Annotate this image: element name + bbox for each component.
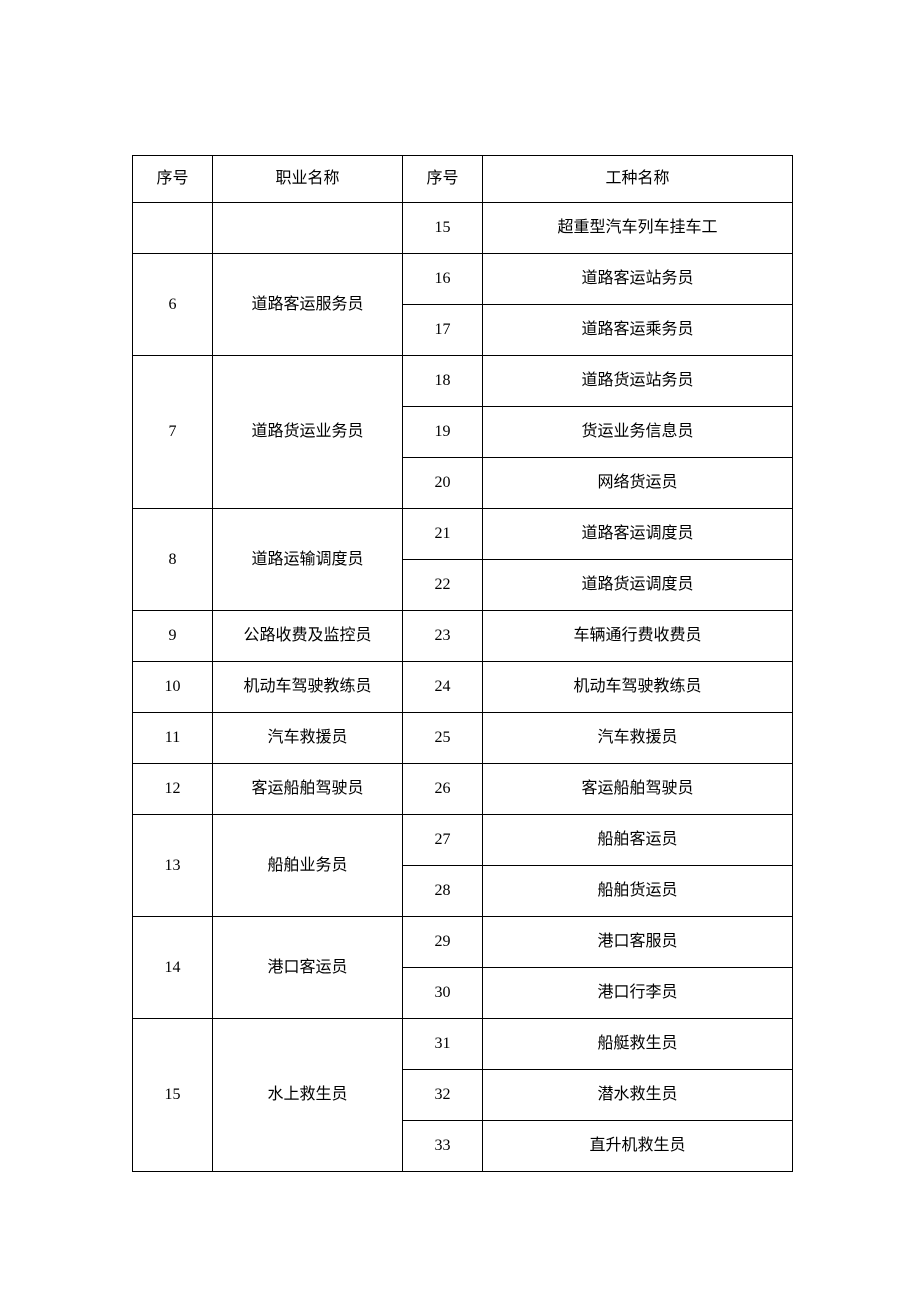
table-header: 序号 职业名称 序号 工种名称 xyxy=(133,156,793,203)
cell-left-name: 道路运输调度员 xyxy=(213,509,403,611)
cell-left-name: 客运船舶驾驶员 xyxy=(213,764,403,815)
cell-left-no: 7 xyxy=(133,356,213,509)
cell-left-no: 8 xyxy=(133,509,213,611)
cell-right-no: 22 xyxy=(403,560,483,611)
cell-right-name: 网络货运员 xyxy=(483,458,793,509)
table-row: 12客运船舶驾驶员26客运船舶驾驶员 xyxy=(133,764,793,815)
cell-left-name: 机动车驾驶教练员 xyxy=(213,662,403,713)
cell-left-no: 6 xyxy=(133,254,213,356)
cell-left-no: 10 xyxy=(133,662,213,713)
cell-right-no: 31 xyxy=(403,1019,483,1070)
cell-right-no: 16 xyxy=(403,254,483,305)
cell-right-no: 23 xyxy=(403,611,483,662)
cell-left-no: 12 xyxy=(133,764,213,815)
occupation-table: 序号 职业名称 序号 工种名称 15超重型汽车列车挂车工6道路客运服务员16道路… xyxy=(132,155,793,1172)
cell-left-no: 11 xyxy=(133,713,213,764)
col-header-right-no: 序号 xyxy=(403,156,483,203)
cell-right-name: 超重型汽车列车挂车工 xyxy=(483,203,793,254)
table-row: 10机动车驾驶教练员24机动车驾驶教练员 xyxy=(133,662,793,713)
cell-right-no: 26 xyxy=(403,764,483,815)
col-header-right-name: 工种名称 xyxy=(483,156,793,203)
cell-right-no: 27 xyxy=(403,815,483,866)
cell-left-no: 9 xyxy=(133,611,213,662)
cell-right-no: 24 xyxy=(403,662,483,713)
cell-right-no: 17 xyxy=(403,305,483,356)
cell-right-name: 船舶货运员 xyxy=(483,866,793,917)
table-header-row: 序号 职业名称 序号 工种名称 xyxy=(133,156,793,203)
cell-right-name: 船艇救生员 xyxy=(483,1019,793,1070)
cell-right-no: 19 xyxy=(403,407,483,458)
cell-left-name: 港口客运员 xyxy=(213,917,403,1019)
table-row: 13船舶业务员27船舶客运员 xyxy=(133,815,793,866)
table-row: 15超重型汽车列车挂车工 xyxy=(133,203,793,254)
cell-right-no: 21 xyxy=(403,509,483,560)
cell-left-name xyxy=(213,203,403,254)
cell-left-name: 船舶业务员 xyxy=(213,815,403,917)
cell-right-name: 道路客运站务员 xyxy=(483,254,793,305)
cell-left-name: 公路收费及监控员 xyxy=(213,611,403,662)
table-row: 15水上救生员31船艇救生员 xyxy=(133,1019,793,1070)
table-row: 14港口客运员29港口客服员 xyxy=(133,917,793,968)
table-row: 6道路客运服务员16道路客运站务员 xyxy=(133,254,793,305)
cell-right-no: 20 xyxy=(403,458,483,509)
table-row: 9公路收费及监控员23车辆通行费收费员 xyxy=(133,611,793,662)
cell-right-name: 道路客运乘务员 xyxy=(483,305,793,356)
cell-right-no: 30 xyxy=(403,968,483,1019)
cell-right-name: 道路货运站务员 xyxy=(483,356,793,407)
cell-right-name: 直升机救生员 xyxy=(483,1121,793,1172)
cell-right-no: 15 xyxy=(403,203,483,254)
table-row: 8道路运输调度员21道路客运调度员 xyxy=(133,509,793,560)
table-row: 7道路货运业务员18道路货运站务员 xyxy=(133,356,793,407)
cell-right-name: 机动车驾驶教练员 xyxy=(483,662,793,713)
cell-right-no: 25 xyxy=(403,713,483,764)
cell-right-no: 32 xyxy=(403,1070,483,1121)
document-page: 序号 职业名称 序号 工种名称 15超重型汽车列车挂车工6道路客运服务员16道路… xyxy=(0,0,920,1301)
cell-right-name: 车辆通行费收费员 xyxy=(483,611,793,662)
cell-left-no: 15 xyxy=(133,1019,213,1172)
cell-right-no: 28 xyxy=(403,866,483,917)
cell-right-name: 客运船舶驾驶员 xyxy=(483,764,793,815)
table-row: 11汽车救援员25汽车救援员 xyxy=(133,713,793,764)
cell-right-name: 汽车救援员 xyxy=(483,713,793,764)
col-header-left-no: 序号 xyxy=(133,156,213,203)
cell-right-name: 船舶客运员 xyxy=(483,815,793,866)
cell-left-name: 道路货运业务员 xyxy=(213,356,403,509)
col-header-left-name: 职业名称 xyxy=(213,156,403,203)
cell-right-name: 港口行李员 xyxy=(483,968,793,1019)
cell-left-name: 汽车救援员 xyxy=(213,713,403,764)
cell-left-name: 道路客运服务员 xyxy=(213,254,403,356)
cell-left-no xyxy=(133,203,213,254)
cell-right-name: 货运业务信息员 xyxy=(483,407,793,458)
cell-right-no: 18 xyxy=(403,356,483,407)
cell-right-name: 道路货运调度员 xyxy=(483,560,793,611)
cell-right-no: 29 xyxy=(403,917,483,968)
cell-right-name: 潜水救生员 xyxy=(483,1070,793,1121)
cell-left-no: 14 xyxy=(133,917,213,1019)
cell-right-no: 33 xyxy=(403,1121,483,1172)
cell-left-name: 水上救生员 xyxy=(213,1019,403,1172)
cell-right-name: 道路客运调度员 xyxy=(483,509,793,560)
table-body: 15超重型汽车列车挂车工6道路客运服务员16道路客运站务员17道路客运乘务员7道… xyxy=(133,203,793,1172)
cell-right-name: 港口客服员 xyxy=(483,917,793,968)
cell-left-no: 13 xyxy=(133,815,213,917)
